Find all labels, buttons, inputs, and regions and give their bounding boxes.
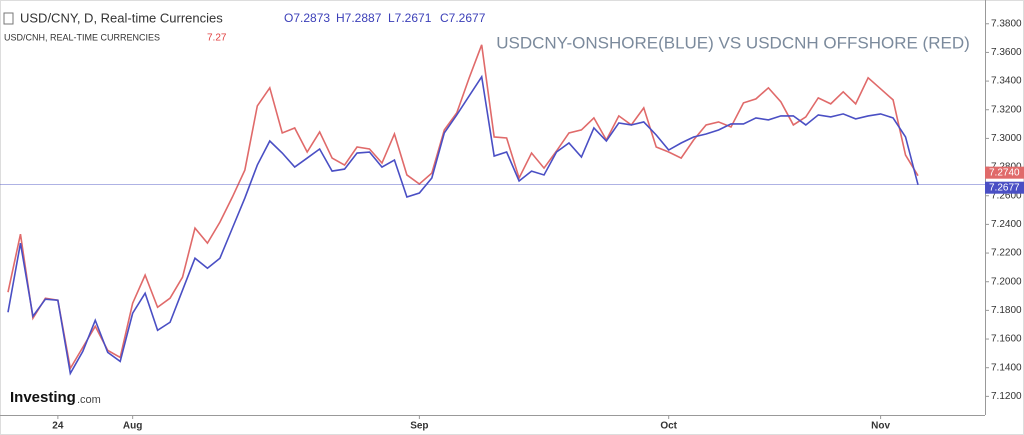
ohlc-low: L7.2671 xyxy=(388,11,432,25)
y-tick-label: 7.3000 xyxy=(991,133,1022,144)
price-tag-label: 7.2740 xyxy=(989,167,1020,178)
price-tag-label: 7.2677 xyxy=(989,182,1020,193)
ohlc-high: H7.2887 xyxy=(336,11,382,25)
x-tick-label: Nov xyxy=(871,421,890,432)
price-tag xyxy=(985,166,1024,179)
y-tick-label: 7.2600 xyxy=(991,190,1022,201)
y-tick-label: 7.1600 xyxy=(991,334,1022,345)
logo-suffix: .com xyxy=(77,394,101,406)
ohlc-open: O7.2873 xyxy=(284,11,330,25)
chart-title: USDCNY-ONSHORE(BLUE) VS USDCNH OFFSHORE … xyxy=(496,33,970,52)
ohlc-close: C7.2677 xyxy=(440,11,486,25)
ohlc: O7.2873 H7.2887 L7.2671 C7.2677 xyxy=(284,11,486,25)
legend-second: USD/CNH, REAL-TIME CURRENCIES xyxy=(4,32,160,42)
y-tick-label: 7.1200 xyxy=(991,391,1022,402)
y-tick-label: 7.2200 xyxy=(991,248,1022,259)
price-tag xyxy=(985,181,1024,194)
y-tick-label: 7.3200 xyxy=(991,104,1022,115)
legend-main: USD/CNY, D, Real-time Currencies xyxy=(20,10,223,25)
legend-second-value: 7.27 xyxy=(207,33,227,44)
series-line xyxy=(7,44,919,371)
legend-icon xyxy=(3,12,14,25)
y-tick-label: 7.1800 xyxy=(991,305,1022,316)
y-tick-label: 7.3400 xyxy=(991,76,1022,87)
y-tick-label: 7.2400 xyxy=(991,219,1022,230)
x-tick-label: Aug xyxy=(123,421,142,432)
x-tick-label: Sep xyxy=(410,421,428,432)
y-tick-label: 7.3800 xyxy=(991,18,1022,29)
y-tick-label: 7.3600 xyxy=(991,47,1022,58)
x-tick-label: Oct xyxy=(660,421,677,432)
logo: Investing xyxy=(10,389,76,406)
y-tick-label: 7.1400 xyxy=(991,362,1022,373)
y-tick-label: 7.2000 xyxy=(991,276,1022,287)
series-line xyxy=(7,74,919,376)
x-tick-label: 24 xyxy=(52,421,64,432)
